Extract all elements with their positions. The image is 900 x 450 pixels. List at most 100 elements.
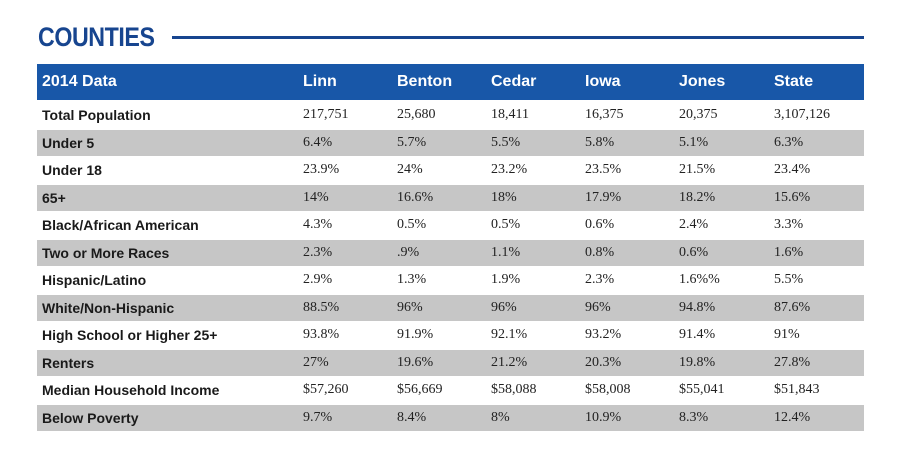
table-cell: .9% [392,239,486,267]
header-data-year: 2014 Data [37,64,298,102]
table-cell: $57,260 [298,376,392,405]
table-cell: 23.4% [769,156,864,185]
table-row: Under 18 23.9% 24% 23.2% 23.5% 21.5% 23.… [37,156,864,185]
row-label: Total Population [37,101,298,130]
table-row: Hispanic/Latino 2.9% 1.3% 1.9% 2.3% 1.6%… [37,266,864,295]
table-cell: 1.6% [769,239,864,267]
table-cell: 23.9% [298,156,392,185]
table-cell: 0.6% [674,239,769,267]
table-row: Under 5 6.4% 5.7% 5.5% 5.8% 5.1% 6.3% [37,129,864,157]
table-cell: 4.3% [298,211,392,240]
table-cell: 25,680 [392,101,486,130]
row-label: High School or Higher 25+ [37,321,298,350]
row-label: Renters [37,349,298,377]
table-cell: 3,107,126 [769,101,864,130]
header-state: State [769,64,864,102]
table-cell: 96% [486,294,580,322]
table-row: Renters 27% 19.6% 21.2% 20.3% 19.8% 27.8… [37,349,864,377]
header-linn: Linn [298,64,392,102]
table-cell: $55,041 [674,376,769,405]
table-cell: 10.9% [580,404,674,432]
table-header-row: 2014 Data Linn Benton Cedar Iowa Jones S… [37,64,864,102]
table-cell: 16.6% [392,184,486,212]
table-cell: 87.6% [769,294,864,322]
table-cell: 0.5% [486,211,580,240]
table-cell: 15.6% [769,184,864,212]
table-cell: 1.9% [486,266,580,295]
table-cell: 2.4% [674,211,769,240]
table-cell: 18% [486,184,580,212]
row-label: Median Household Income [37,376,298,405]
table-cell: 96% [580,294,674,322]
table-cell: 23.2% [486,156,580,185]
title-row: COUNTIES [38,20,864,54]
table-cell: 9.7% [298,404,392,432]
table-cell: 92.1% [486,321,580,350]
table-cell: 5.1% [674,129,769,157]
table-cell: 0.5% [392,211,486,240]
table-cell: 0.6% [580,211,674,240]
table-cell: 5.8% [580,129,674,157]
row-label: White/Non-Hispanic [37,294,298,322]
table-cell: 16,375 [580,101,674,130]
row-label: Below Poverty [37,404,298,432]
table-row: 65+ 14% 16.6% 18% 17.9% 18.2% 15.6% [37,184,864,212]
row-label: Under 5 [37,129,298,157]
table-cell: 14% [298,184,392,212]
table-cell: 2.9% [298,266,392,295]
table-cell: 18,411 [486,101,580,130]
table-cell: 6.4% [298,129,392,157]
table-cell: 27.8% [769,349,864,377]
table-cell: 217,751 [298,101,392,130]
table-cell: 91.4% [674,321,769,350]
table-row: Median Household Income $57,260 $56,669 … [37,376,864,405]
header-jones: Jones [674,64,769,102]
title-rule [172,35,864,39]
header-benton: Benton [392,64,486,102]
table-cell: 6.3% [769,129,864,157]
table-cell: 5.5% [486,129,580,157]
table-cell: 8.3% [674,404,769,432]
table-row: Black/African American 4.3% 0.5% 0.5% 0.… [37,211,864,240]
table-cell: 2.3% [580,266,674,295]
table-cell: $58,008 [580,376,674,405]
table-cell: 2.3% [298,239,392,267]
row-label: Under 18 [37,156,298,185]
table-cell: 1.3% [392,266,486,295]
table-cell: 91.9% [392,321,486,350]
table-cell: 21.2% [486,349,580,377]
table-cell: 5.7% [392,129,486,157]
table-row: Two or More Races 2.3% .9% 1.1% 0.8% 0.6… [37,239,864,267]
table-cell: 1.1% [486,239,580,267]
page-title: COUNTIES [38,21,155,52]
table-cell: 94.8% [674,294,769,322]
table-cell: 19.6% [392,349,486,377]
table-cell: 18.2% [674,184,769,212]
table-cell: 19.8% [674,349,769,377]
row-label: Black/African American [37,211,298,240]
table-cell: 20,375 [674,101,769,130]
row-label: 65+ [37,184,298,212]
table-cell: $58,088 [486,376,580,405]
table-cell: 24% [392,156,486,185]
table-cell: 27% [298,349,392,377]
table-row: Total Population 217,751 25,680 18,411 1… [37,101,864,130]
table-cell: $56,669 [392,376,486,405]
table-cell: 0.8% [580,239,674,267]
table-cell: 21.5% [674,156,769,185]
table-cell: 88.5% [298,294,392,322]
table-cell: 23.5% [580,156,674,185]
row-label: Hispanic/Latino [37,266,298,295]
table-cell: 8% [486,404,580,432]
table-cell: 91% [769,321,864,350]
table-cell: 93.2% [580,321,674,350]
header-cedar: Cedar [486,64,580,102]
table-row: High School or Higher 25+ 93.8% 91.9% 92… [37,321,864,350]
table-cell: 1.6%% [674,266,769,295]
header-iowa: Iowa [580,64,674,102]
table-cell: 20.3% [580,349,674,377]
table-cell: 5.5% [769,266,864,295]
table-row: Below Poverty 9.7% 8.4% 8% 10.9% 8.3% 12… [37,404,864,432]
table-cell: 12.4% [769,404,864,432]
table-row: White/Non-Hispanic 88.5% 96% 96% 96% 94.… [37,294,864,322]
